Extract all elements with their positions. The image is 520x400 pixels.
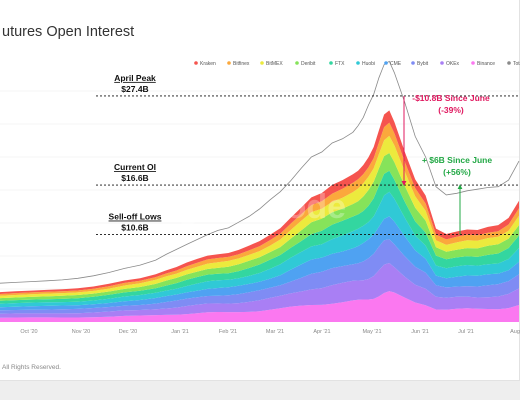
legend-item[interactable]: Binance [471,61,495,67]
change-annotations: -$10.8B Since June (-39%) + $6B Since June… [401,93,492,235]
x-tick-label: Feb '21 [219,329,237,335]
legend-label: Binance [477,61,495,67]
chart-title: utures Open Interest [2,24,135,40]
legend-item[interactable]: FTX [329,61,345,67]
total-line-group [0,60,520,284]
x-tick-label: Apr '21 [313,329,330,335]
x-tick-label: Mar '21 [266,329,284,335]
legend-label: Tota [513,61,520,67]
x-tick-label: Dec '20 [119,329,137,335]
x-tick-label: Nov '20 [72,329,90,335]
legend-label: Deribit [301,61,316,67]
area-binance [0,291,519,322]
change-percent: (+56%) [443,167,471,177]
area-okex [0,263,519,318]
x-tick-label: May '21 [362,329,381,335]
reference-value: $10.6B [121,223,148,233]
legend-swatch [440,61,444,65]
legend-item[interactable]: Kraken [194,61,216,67]
legend-item[interactable]: Bitfinex [227,61,250,67]
reference-value: $16.6B [121,173,148,183]
reference-lines: April Peak$27.4B Current OI$16.6B Sell-off… [96,73,519,236]
reference-label: Current OI [114,162,156,172]
stacked-areas [0,110,519,322]
reference-label: April Peak [114,73,156,83]
legend-item[interactable]: OKEx [440,61,460,67]
total-line [0,60,520,284]
x-tick-label: Jun '21 [411,329,429,335]
legend-swatch [295,61,299,65]
legend-swatch [356,61,360,65]
legend-item[interactable]: BitMEX [260,61,283,67]
legend-item[interactable]: CME [384,61,402,67]
legend-swatch [194,61,198,65]
legend-label: Bitfinex [233,61,250,67]
x-tick-label: Jul '21 [458,329,474,335]
legend-swatch [227,61,231,65]
chart-legend[interactable]: Kraken Bitfinex BitMEX Deribit FTX Huobi CME By… [194,61,520,67]
legend-swatch [384,61,388,65]
legend-label: OKEx [446,61,460,67]
area-huobi [0,191,519,308]
legend-label: BitMEX [266,61,283,67]
change-label: + $6B Since June [422,155,492,165]
x-axis-ticks: Oct '20 Nov '20 Dec '20 Jan '21 Feb '21 Mar '… [20,329,520,335]
legend-item[interactable]: Bybit [411,61,429,67]
legend-label: Kraken [200,61,216,67]
legend-swatch [507,61,511,65]
x-tick-label: Jan '21 [171,329,189,335]
change-label: -$10.8B Since June [412,93,490,103]
legend-item[interactable]: Huobi [356,61,375,67]
legend-swatch [471,61,475,65]
copyright-footer: All Rights Reserved. [2,364,61,371]
legend-label: Bybit [417,61,429,67]
legend-label: FTX [335,61,345,67]
legend-item[interactable]: Deribit [295,61,316,67]
reference-value: $27.4B [121,84,148,94]
legend-item[interactable]: Tota [507,61,520,67]
area-cme [0,216,519,311]
legend-label: Huobi [362,61,375,67]
legend-label: CME [390,61,402,67]
x-tick-label: Aug [510,329,520,335]
x-tick-label: Oct '20 [20,329,37,335]
legend-swatch [329,61,333,65]
change-percent: (-39%) [438,105,464,115]
legend-swatch [260,61,264,65]
reference-label: Sell-off Lows [109,212,162,222]
legend-swatch [411,61,415,65]
area-bybit [0,239,519,314]
